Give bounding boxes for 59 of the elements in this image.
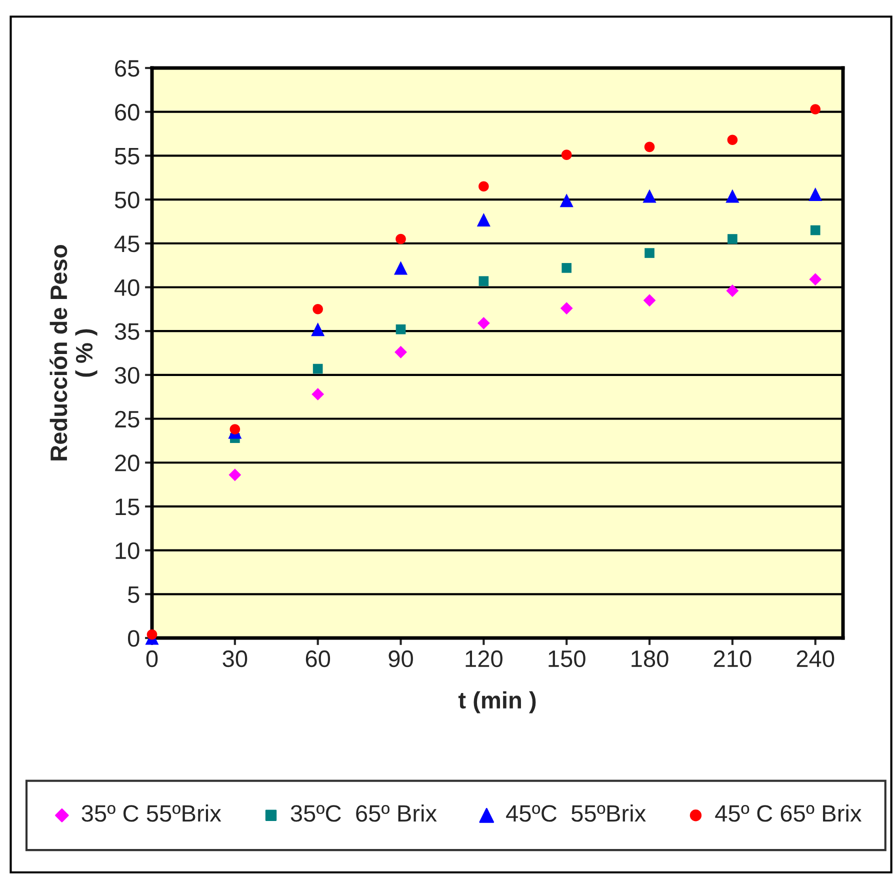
point (810, 104, 821, 114)
y-tick-label: 50 (114, 192, 140, 208)
y-tick-label: 30 (114, 366, 140, 384)
y-tick-label: 35 (114, 323, 140, 340)
point (396, 234, 406, 244)
x-tick-label: 30 (222, 650, 248, 668)
point (642, 189, 656, 203)
y-tick-label: 60 (115, 104, 140, 121)
point (561, 150, 572, 160)
y-tick-label: 40 (114, 279, 140, 296)
point (394, 346, 407, 358)
point (396, 324, 406, 334)
point (394, 261, 408, 275)
point (477, 316, 490, 330)
point (644, 248, 654, 258)
point (312, 364, 323, 374)
point (476, 212, 490, 226)
legend-label: 35º C 55ºBrix (82, 804, 222, 822)
y-axis-title: Reducción de Peso ( % ) (50, 245, 98, 460)
point (228, 468, 242, 482)
y-tick-label: 5 (128, 586, 140, 603)
point (562, 263, 572, 273)
x-tick-label: 210 (714, 650, 752, 668)
point (809, 273, 822, 286)
x-tick-label: 90 (388, 650, 413, 668)
legend-label: 45ºC 55ºBrix (506, 804, 646, 822)
x-tick-label: 120 (466, 650, 502, 668)
y-tick-label: 0 (128, 630, 140, 647)
y-tick-label: 55 (114, 148, 140, 164)
legend-label: 45º C 65º Brix (715, 804, 862, 822)
point (726, 284, 739, 297)
y-tick-label: 25 (115, 410, 140, 428)
point (312, 304, 323, 314)
point (478, 276, 489, 286)
point (312, 388, 324, 400)
y-tick-label: 15 (116, 498, 140, 516)
legend-label: 35ºC 65º Brix (290, 804, 437, 822)
y-tick-label: 20 (115, 454, 140, 472)
point (810, 225, 820, 236)
point (560, 302, 573, 314)
x-tick-label: 150 (548, 650, 586, 668)
point (560, 194, 574, 208)
point (230, 424, 240, 434)
point (808, 188, 822, 202)
point (727, 134, 738, 146)
point (478, 181, 489, 192)
y-tick-label: 45 (114, 236, 140, 252)
x-tick-label: 240 (796, 650, 834, 668)
point (644, 142, 655, 152)
point (643, 294, 656, 307)
x-tick-label: 0 (146, 650, 158, 668)
point (311, 322, 325, 336)
x-tick-label: 60 (306, 650, 330, 668)
y-tick-label: 65 (115, 60, 140, 77)
point (728, 234, 738, 244)
x-axis-title: t (min ) (458, 691, 536, 714)
x-tick-label: 180 (632, 650, 668, 668)
y-tick-label: 10 (116, 542, 140, 560)
point (726, 189, 740, 203)
